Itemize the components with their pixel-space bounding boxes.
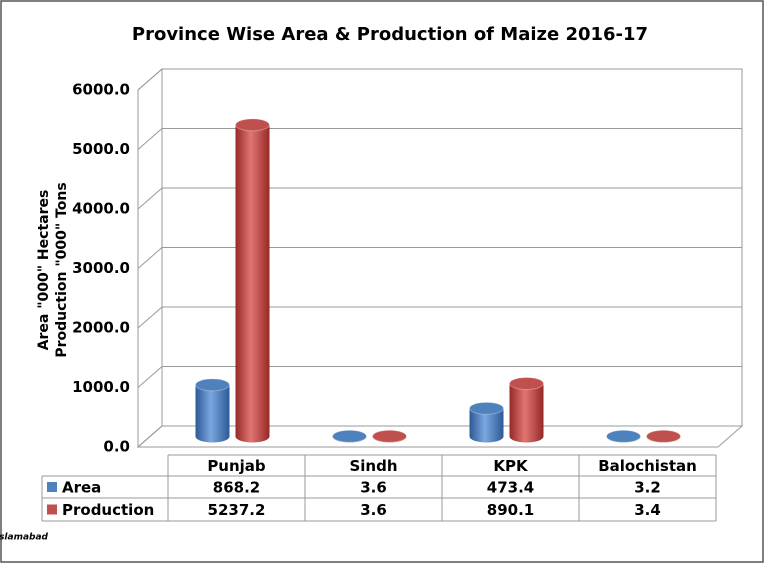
cylinder-top	[235, 118, 270, 132]
table-value: 5237.2	[208, 501, 266, 519]
table-value: 868.2	[213, 479, 260, 497]
table-value: 3.2	[634, 479, 661, 497]
cylinder-body	[195, 384, 230, 443]
cylinder-top	[372, 429, 407, 443]
cylinder-top	[509, 377, 544, 391]
legend-label: Area	[62, 479, 101, 497]
grid-line	[137, 68, 742, 91]
table-value: 3.6	[360, 501, 387, 519]
bar	[332, 429, 367, 443]
grid-line	[137, 187, 742, 210]
legend-label: Production	[62, 501, 154, 519]
cylinder-body	[469, 408, 504, 443]
bar	[469, 401, 504, 443]
bar	[606, 429, 641, 443]
grid-line	[137, 306, 742, 329]
bar	[509, 377, 544, 443]
cylinder-top	[646, 429, 681, 443]
cylinder-top	[195, 378, 230, 392]
x-tick-label: Sindh	[349, 457, 397, 475]
y-tick-label: 0.0	[103, 438, 130, 456]
cylinder-body	[235, 124, 270, 443]
legend-swatch	[47, 482, 57, 492]
y-tick-label: 2000.0	[72, 319, 130, 337]
cylinder-top	[606, 429, 641, 443]
table-value: 3.4	[634, 501, 661, 519]
x-tick-label: Balochistan	[598, 457, 697, 475]
cylinder-top	[469, 401, 504, 415]
grid-line	[137, 247, 742, 269]
grid-line	[137, 425, 742, 448]
grid-line	[137, 366, 742, 388]
table-value: 473.4	[487, 479, 534, 497]
x-tick-label: KPK	[493, 457, 529, 475]
bar	[235, 118, 270, 443]
legend-swatch	[47, 504, 57, 515]
table-value: 890.1	[487, 501, 534, 519]
source: Source: Ministry of National Food Securi…	[0, 533, 49, 543]
y-tick-label: 6000.0	[72, 81, 130, 99]
chart-title: Province Wise Area & Production of Maize…	[132, 24, 648, 45]
x-tick-label: Punjab	[207, 457, 266, 475]
cylinder-top	[332, 429, 367, 443]
bar	[646, 429, 681, 443]
y-tick-label: 3000.0	[72, 259, 130, 277]
bar	[372, 429, 407, 443]
y-axis-label: Area "000" Hectares	[36, 190, 52, 351]
bar	[195, 378, 230, 443]
y-tick-label: 1000.0	[72, 378, 130, 396]
table-value: 3.6	[360, 479, 387, 497]
cylinder-body	[509, 383, 544, 443]
y-tick-label: 4000.0	[72, 200, 130, 218]
y-tick-label: 5000.0	[72, 140, 130, 158]
y-axis-label: Production "000" Tons	[54, 182, 70, 357]
grid-line	[137, 128, 742, 150]
